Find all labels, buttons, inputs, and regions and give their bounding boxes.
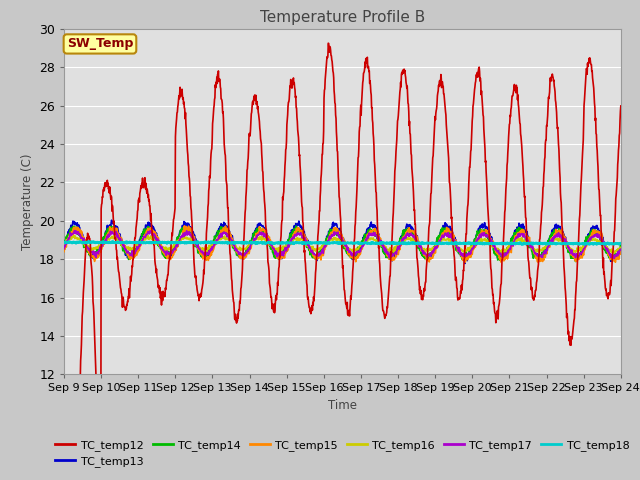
X-axis label: Time: Time	[328, 399, 357, 412]
Text: SW_Temp: SW_Temp	[67, 37, 133, 50]
Y-axis label: Temperature (C): Temperature (C)	[20, 153, 33, 250]
Legend: TC_temp12, TC_temp13, TC_temp14, TC_temp15, TC_temp16, TC_temp17, TC_temp18: TC_temp12, TC_temp13, TC_temp14, TC_temp…	[51, 435, 634, 471]
Title: Temperature Profile B: Temperature Profile B	[260, 10, 425, 25]
